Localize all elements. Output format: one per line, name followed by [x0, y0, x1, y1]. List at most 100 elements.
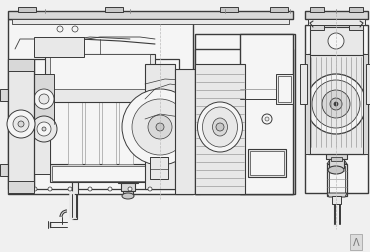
Bar: [310, 26, 324, 31]
Bar: [34, 38, 84, 58]
Bar: [195, 65, 245, 194]
Bar: [12, 20, 289, 25]
Circle shape: [68, 187, 72, 191]
Circle shape: [33, 187, 37, 191]
Bar: [329, 159, 344, 168]
Circle shape: [108, 187, 112, 191]
Bar: [123, 191, 133, 196]
Circle shape: [330, 99, 342, 111]
Bar: [195, 35, 295, 194]
Circle shape: [88, 187, 92, 191]
Circle shape: [18, 121, 24, 128]
Bar: [34, 60, 179, 189]
Circle shape: [7, 111, 35, 138]
Polygon shape: [327, 161, 347, 164]
Bar: [305, 26, 368, 193]
Circle shape: [31, 116, 57, 142]
Bar: [300, 65, 307, 105]
Bar: [85, 100, 99, 164]
Bar: [34, 75, 54, 124]
Bar: [8, 60, 34, 189]
Circle shape: [48, 187, 52, 191]
Circle shape: [148, 187, 152, 191]
Bar: [276, 75, 293, 105]
Bar: [105, 8, 123, 13]
Circle shape: [156, 123, 164, 132]
Bar: [308, 55, 365, 154]
Bar: [72, 169, 77, 219]
Bar: [50, 164, 150, 182]
Bar: [102, 100, 116, 164]
Bar: [349, 26, 363, 31]
Ellipse shape: [328, 166, 344, 174]
Bar: [68, 100, 82, 164]
Bar: [45, 55, 155, 103]
Bar: [0, 164, 9, 176]
Circle shape: [34, 90, 54, 110]
Bar: [145, 65, 175, 189]
Bar: [329, 166, 345, 194]
Bar: [8, 60, 34, 72]
Circle shape: [132, 100, 188, 155]
Bar: [310, 28, 363, 56]
Bar: [366, 65, 370, 105]
Circle shape: [72, 27, 78, 33]
Bar: [332, 196, 341, 204]
Circle shape: [37, 122, 51, 137]
Circle shape: [216, 123, 224, 132]
Bar: [175, 70, 200, 194]
Ellipse shape: [198, 103, 242, 152]
Bar: [331, 158, 342, 161]
Bar: [308, 20, 365, 26]
Bar: [72, 169, 78, 194]
Circle shape: [128, 187, 132, 191]
Bar: [34, 119, 50, 174]
Polygon shape: [327, 193, 347, 197]
Circle shape: [13, 116, 29, 133]
Circle shape: [57, 27, 63, 33]
Bar: [278, 77, 291, 103]
Bar: [65, 135, 84, 172]
Bar: [326, 152, 347, 159]
Bar: [270, 8, 288, 13]
Bar: [0, 90, 9, 102]
Bar: [327, 164, 347, 196]
Circle shape: [262, 115, 272, 124]
Bar: [310, 8, 324, 13]
Ellipse shape: [212, 118, 228, 137]
Bar: [349, 8, 363, 13]
Circle shape: [312, 81, 360, 129]
Bar: [52, 166, 148, 181]
Text: Λ: Λ: [353, 237, 359, 247]
Bar: [50, 100, 150, 164]
Bar: [248, 149, 286, 177]
Bar: [220, 8, 238, 13]
Circle shape: [265, 117, 269, 121]
Bar: [195, 50, 293, 194]
Bar: [70, 105, 79, 169]
Circle shape: [148, 115, 172, 139]
Circle shape: [306, 75, 366, 135]
Ellipse shape: [202, 108, 238, 147]
Bar: [118, 177, 138, 183]
Circle shape: [122, 90, 198, 165]
Bar: [150, 158, 168, 179]
Circle shape: [39, 94, 49, 105]
Bar: [125, 174, 131, 179]
Bar: [305, 12, 368, 20]
Bar: [305, 55, 310, 154]
Bar: [67, 137, 82, 170]
Bar: [8, 12, 293, 20]
Bar: [8, 20, 193, 194]
Ellipse shape: [122, 193, 134, 199]
Circle shape: [322, 91, 350, 118]
Circle shape: [328, 34, 344, 50]
Bar: [8, 181, 34, 193]
Bar: [250, 151, 284, 175]
Bar: [240, 35, 293, 194]
Bar: [119, 100, 133, 164]
Bar: [363, 55, 368, 154]
Bar: [18, 8, 36, 13]
Bar: [50, 55, 150, 90]
Bar: [121, 183, 135, 191]
